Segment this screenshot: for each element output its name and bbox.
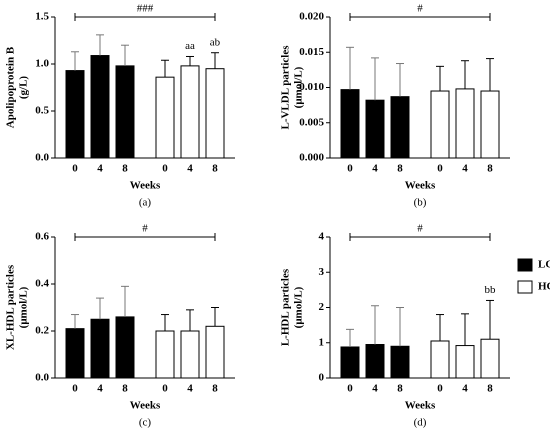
- y-tick-label: 1.5: [35, 11, 49, 23]
- bar: [155, 330, 175, 379]
- x-tick-label: 4: [97, 383, 103, 395]
- bar: [390, 345, 410, 379]
- significance-label: ab: [210, 36, 221, 48]
- x-tick-label: 0: [72, 163, 78, 175]
- bar: [65, 328, 85, 379]
- x-tick-label: 8: [212, 163, 218, 175]
- x-tick-label: 0: [162, 163, 168, 175]
- panel-label: (d): [414, 417, 427, 429]
- bar: [205, 325, 225, 379]
- x-tick-label: 0: [347, 163, 353, 175]
- bar: [430, 90, 450, 159]
- bar: [365, 99, 385, 159]
- bar: [65, 70, 85, 159]
- x-tick-label: 8: [397, 163, 403, 175]
- y-tick-label: 0.015: [299, 46, 324, 58]
- panel-label: (a): [139, 197, 152, 209]
- y-tick-label: 0.6: [35, 231, 49, 243]
- y-tick-label: 0.4: [35, 278, 49, 290]
- x-tick-label: 0: [347, 383, 353, 395]
- x-axis-label: Weeks: [405, 180, 436, 192]
- x-tick-label: 8: [487, 163, 493, 175]
- y-tick-label: 0.0: [35, 372, 49, 384]
- x-tick-label: 8: [212, 383, 218, 395]
- bar: [155, 76, 175, 159]
- panel-label: (b): [414, 197, 427, 209]
- y-axis-label: XL-HDL particles: [5, 264, 17, 350]
- y-tick-label: 0.020: [299, 11, 324, 23]
- bracket-label: #: [142, 223, 148, 235]
- y-tick-label: 0.010: [299, 81, 324, 93]
- bar: [340, 346, 360, 379]
- y-tick-label: 1: [319, 336, 325, 348]
- bar: [180, 330, 200, 379]
- bar: [480, 90, 500, 159]
- legend-swatch: [517, 258, 533, 272]
- y-axis-label: L-HDL particles: [280, 268, 292, 346]
- bar: [115, 65, 135, 159]
- y-tick-label: 1.0: [35, 58, 49, 70]
- x-tick-label: 8: [487, 383, 493, 395]
- y-tick-label: 0.000: [299, 152, 324, 164]
- y-axis-label: (μmol/L): [293, 286, 305, 328]
- bar: [430, 340, 450, 379]
- y-axis-label: L-VLDL particles: [280, 45, 292, 130]
- y-tick-label: 4: [319, 231, 325, 243]
- legend-label: LCHF: [538, 259, 550, 271]
- x-axis-label: Weeks: [130, 180, 161, 192]
- bar: [90, 318, 110, 379]
- legend-swatch: [517, 280, 533, 294]
- y-axis-label: (g/L): [18, 76, 30, 100]
- x-tick-label: 8: [397, 383, 403, 395]
- x-tick-label: 4: [372, 163, 378, 175]
- bar: [115, 316, 135, 379]
- y-axis-label: (μmol/L): [18, 286, 30, 328]
- bar: [205, 68, 225, 159]
- x-tick-label: 0: [72, 383, 78, 395]
- y-tick-label: 3: [319, 266, 325, 278]
- y-tick-label: 0.5: [35, 105, 49, 117]
- y-tick-label: 0.005: [299, 116, 324, 128]
- x-tick-label: 4: [187, 163, 193, 175]
- bracket-label: ###: [137, 3, 154, 15]
- x-tick-label: 4: [462, 383, 468, 395]
- x-tick-label: 4: [462, 163, 468, 175]
- x-axis-label: Weeks: [130, 400, 161, 412]
- x-tick-label: 0: [162, 383, 168, 395]
- panel-label: (c): [139, 417, 152, 429]
- x-tick-label: 0: [437, 163, 443, 175]
- bar: [180, 65, 200, 159]
- bracket-label: #: [417, 223, 423, 235]
- y-tick-label: 0.2: [35, 325, 49, 337]
- bar: [365, 344, 385, 379]
- significance-label: aa: [185, 40, 195, 52]
- bracket-label: #: [417, 3, 423, 15]
- y-tick-label: 0.0: [35, 152, 49, 164]
- x-tick-label: 8: [122, 383, 128, 395]
- x-tick-label: 8: [122, 163, 128, 175]
- significance-label: bb: [485, 284, 497, 296]
- bar: [455, 345, 475, 379]
- y-axis-label: (μmol/L): [293, 66, 305, 108]
- y-tick-label: 0: [319, 372, 325, 384]
- legend-label: HCLF: [538, 281, 550, 293]
- y-tick-label: 2: [319, 301, 325, 313]
- bar: [390, 96, 410, 159]
- x-axis-label: Weeks: [405, 400, 436, 412]
- x-tick-label: 4: [97, 163, 103, 175]
- y-axis-label: Apolipoprotein B: [5, 46, 17, 128]
- bar: [90, 55, 110, 159]
- x-tick-label: 4: [187, 383, 193, 395]
- bar: [480, 338, 500, 379]
- x-tick-label: 4: [372, 383, 378, 395]
- bar: [455, 88, 475, 159]
- x-tick-label: 0: [437, 383, 443, 395]
- bar: [340, 89, 360, 159]
